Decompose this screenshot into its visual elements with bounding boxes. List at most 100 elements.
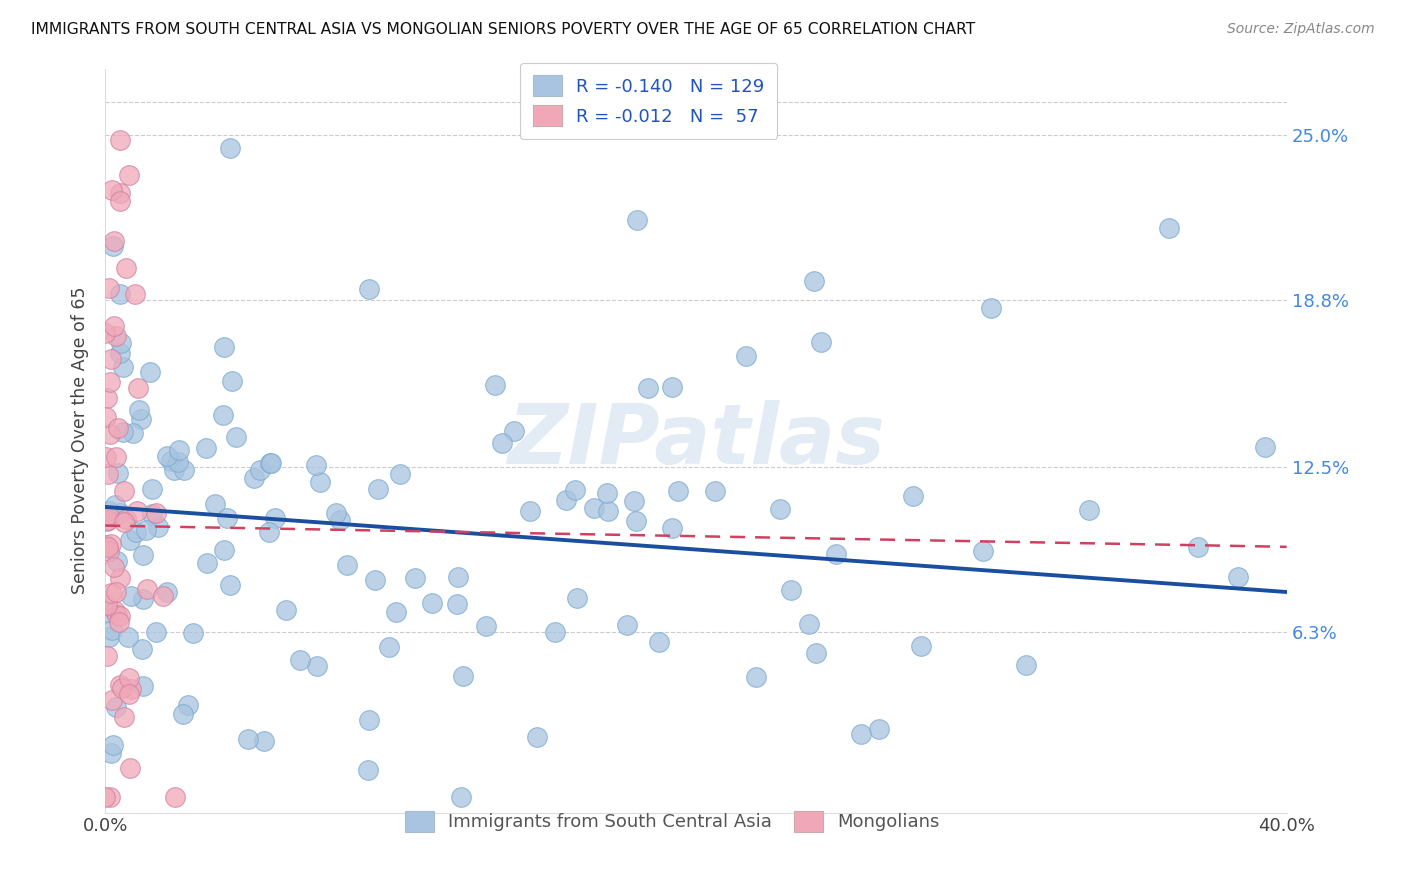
Point [98,503,121,517]
Text: ZIPatlas: ZIPatlas [508,400,884,481]
Point [357,763,380,777]
Point [173,463,195,477]
Point [357,282,380,296]
Point [582,501,605,516]
Point [122,425,145,440]
Point [141,507,163,521]
Point [825,547,848,561]
Point [105,608,128,623]
Point [225,430,247,444]
Point [156,584,179,599]
Point [325,506,347,520]
Point [108,506,131,520]
Y-axis label: Seniors Poverty Over the Age of 65: Seniors Poverty Over the Age of 65 [72,287,89,594]
Point [104,603,127,617]
Point [111,681,134,696]
Point [769,501,792,516]
Point [97,512,120,526]
Point [626,213,648,227]
Point [112,360,135,375]
Point [288,652,311,666]
Point [803,274,825,288]
Point [1157,221,1180,235]
Point [637,381,659,395]
Point [156,449,179,463]
Point [127,381,149,395]
Point [129,412,152,426]
Point [108,346,131,360]
Point [666,484,689,499]
Point [780,582,803,597]
Point [910,639,932,653]
Point [364,574,387,588]
Point [146,520,169,534]
Point [108,678,131,692]
Text: IMMIGRANTS FROM SOUTH CENTRAL ASIA VS MONGOLIAN SENIORS POVERTY OVER THE AGE OF : IMMIGRANTS FROM SOUTH CENTRAL ASIA VS MO… [31,22,976,37]
Point [103,238,125,252]
Point [96,648,118,663]
Point [624,514,647,528]
Point [526,731,548,745]
Point [1254,440,1277,454]
Point [259,456,281,470]
Point [131,642,153,657]
Point [98,543,121,558]
Point [260,456,283,470]
Point [564,483,586,497]
Point [125,504,148,518]
Point [103,234,125,248]
Point [124,287,146,301]
Point [661,379,683,393]
Point [243,471,266,485]
Point [100,746,122,760]
Point [107,615,129,629]
Point [181,626,204,640]
Point [195,441,218,455]
Point [145,625,167,640]
Point [420,596,443,610]
Point [98,375,121,389]
Point [1015,658,1038,673]
Point [94,326,117,340]
Point [212,340,235,354]
Point [329,513,352,527]
Point [212,542,235,557]
Point [221,374,243,388]
Point [257,524,280,539]
Point [118,168,141,182]
Point [389,467,412,481]
Point [1226,570,1249,584]
Point [112,710,135,724]
Point [98,427,121,442]
Point [112,515,135,529]
Point [648,635,671,649]
Point [307,658,329,673]
Point [567,591,589,605]
Point [544,625,567,640]
Point [264,511,287,525]
Point [167,455,190,469]
Point [484,378,506,392]
Point [1187,540,1209,554]
Point [336,558,359,572]
Point [96,538,118,552]
Point [112,425,135,439]
Point [868,722,890,736]
Point [139,365,162,379]
Point [519,504,541,518]
Point [1077,503,1099,517]
Point [172,707,194,722]
Point [96,409,118,424]
Point [103,319,125,334]
Point [616,618,638,632]
Point [704,483,727,498]
Point [120,682,142,697]
Point [108,609,131,624]
Point [450,789,472,804]
Point [100,537,122,551]
Point [118,687,141,701]
Point [745,670,768,684]
Point [734,349,756,363]
Point [100,789,122,804]
Point [104,499,127,513]
